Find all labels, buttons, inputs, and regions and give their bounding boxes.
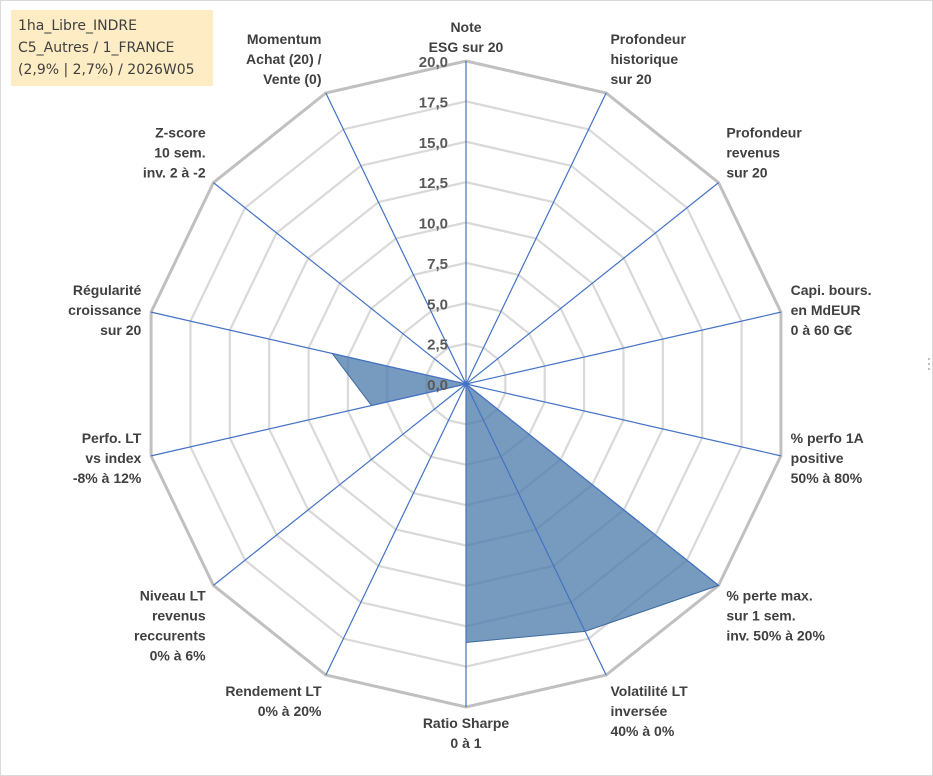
axis-label-line: historique (610, 51, 678, 67)
axis-label: Niveau LT revenus reccurents 0% à 6% (134, 588, 206, 664)
radial-tick-label: 7,5 (427, 256, 448, 273)
axis-label: Ratio Sharpe 0 à 1 (423, 715, 510, 751)
axis-label: Perfo. LT vs index -8% à 12% (73, 430, 142, 486)
axis-spoke (325, 383, 467, 676)
axis-label: Momentum Achat (20) / Vente (0) (246, 31, 322, 87)
axis-label-line: inversée (610, 703, 667, 719)
axis-spoke (465, 311, 782, 385)
radial-tick-label: 10,0 (419, 216, 448, 233)
axis-label-line: vs index (85, 450, 141, 466)
axis-spoke (213, 182, 467, 385)
axis-label-line: en MdEUR (791, 302, 861, 318)
axis-label-line: Momentum (247, 31, 322, 47)
axis-label: Profondeur historique sur 20 (610, 31, 686, 87)
axis-spoke (465, 383, 782, 457)
axis-label-line: 10 sem. (154, 144, 205, 160)
axis-label-line: sur 1 sem. (726, 608, 795, 624)
axis-label: Rendement LT 0% à 20% (225, 683, 322, 719)
axis-label-line: inv. 2 à -2 (143, 164, 206, 180)
axis-label-line: Capi. bours. (791, 282, 872, 298)
info-line-2: C5_Autres / 1_FRANCE (18, 40, 175, 56)
radar-spokes (150, 61, 782, 707)
axis-label: % perfo 1A positive 50% à 80% (791, 430, 864, 486)
axis-labels: Note ESG sur 20 Profondeur historique sur 20… (68, 19, 871, 751)
info-line-3: (2,9% | 2,7%) / 2026W05 (18, 62, 195, 78)
axis-label-line: ESG sur 20 (429, 39, 504, 55)
axis-label: Profondeur revenus sur 20 (726, 124, 802, 180)
axis-label-line: inv. 50% à 20% (726, 628, 825, 644)
axis-spoke (150, 383, 467, 457)
axis-label-line: 0% à 20% (258, 703, 322, 719)
axis-label-line: 50% à 80% (791, 470, 863, 486)
axis-label-line: revenus (726, 144, 780, 160)
axis-spoke (465, 383, 719, 586)
axis-spoke (465, 383, 607, 676)
axis-label: Note ESG sur 20 (429, 19, 504, 55)
axis-label-line: % perfo 1A (791, 430, 864, 446)
axis-label-line: % perte max. (726, 588, 812, 604)
series-area (330, 319, 720, 643)
chart-info-box: 1ha_Libre_INDRE C5_Autres / 1_FRANCE (2,… (11, 10, 213, 86)
axis-label: Z-score 10 sem. inv. 2 à -2 (143, 124, 206, 180)
axis-spoke (150, 311, 467, 385)
radial-tick-label: 15,0 (419, 135, 448, 152)
axis-label-line: Profondeur (726, 124, 802, 140)
axis-label-line: sur 20 (100, 322, 141, 338)
axis-label-line: Note (450, 19, 481, 35)
axis-label-line: 0 à 1 (450, 735, 481, 751)
axis-label-line: croissance (68, 302, 141, 318)
axis-label-line: Ratio Sharpe (423, 715, 510, 731)
axis-label-line: Rendement LT (225, 683, 322, 699)
radial-tick-label: 0,0 (427, 377, 448, 394)
radial-tick-label: 2,5 (427, 337, 448, 354)
axis-spoke (213, 383, 467, 586)
radial-tick-label: 12,5 (419, 175, 448, 192)
axis-label-line: revenus (152, 608, 206, 624)
radar-series (330, 319, 720, 643)
axis-label-line: positive (791, 450, 844, 466)
axis-label-line: Vente (0) (263, 71, 321, 87)
axis-label-line: -8% à 12% (73, 470, 142, 486)
resize-handle[interactable] (927, 355, 931, 377)
radial-tick-label: 17,5 (419, 94, 448, 111)
radial-tick-labels: 0,0 2,5 5,0 7,5 10,0 12,5 15,0 17,5 20,0 (419, 54, 448, 394)
axis-label-line: 40% à 0% (610, 723, 674, 739)
axis-label: % perte max. sur 1 sem. inv. 50% à 20% (726, 588, 825, 644)
axis-label-line: sur 20 (610, 71, 651, 87)
axis-label-line: 0% à 6% (150, 648, 207, 664)
axis-label-line: sur 20 (726, 164, 767, 180)
axis-label-line: Régularité (73, 282, 142, 298)
axis-label-line: 0 à 60 G€ (791, 322, 853, 338)
info-line-1: 1ha_Libre_INDRE (18, 18, 137, 34)
axis-label-line: Volatilité LT (610, 683, 688, 699)
axis-label-line: Achat (20) / (246, 51, 322, 67)
axis-label: Capi. bours. en MdEUR 0 à 60 G€ (791, 282, 872, 338)
axis-label: Régularité croissance sur 20 (68, 282, 141, 338)
radial-tick-label: 5,0 (427, 296, 448, 313)
axis-label-line: reccurents (134, 628, 206, 644)
axis-label-line: Niveau LT (140, 588, 206, 604)
axis-spoke (325, 92, 467, 385)
axis-label-line: Profondeur (610, 31, 686, 47)
axis-label-line: Z-score (155, 124, 206, 140)
axis-label: Volatilité LT inversée 40% à 0% (610, 683, 688, 739)
axis-spoke (465, 92, 607, 385)
radial-tick-label: 20,0 (419, 54, 448, 71)
axis-label-line: Perfo. LT (82, 430, 142, 446)
axis-spoke (465, 182, 719, 385)
